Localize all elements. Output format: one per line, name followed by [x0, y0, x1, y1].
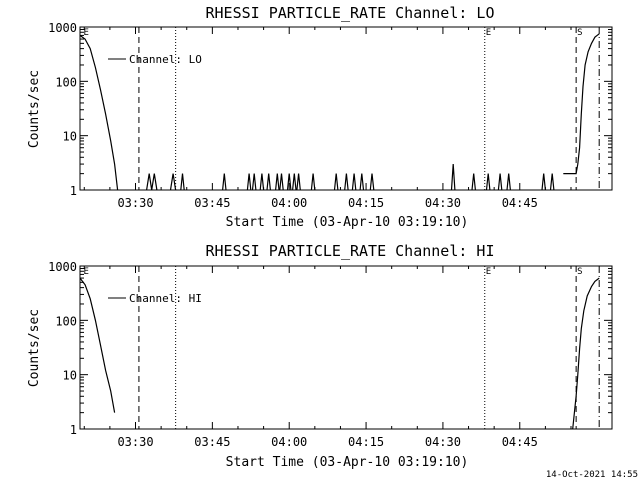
- x-tick-label: 03:30: [117, 196, 153, 210]
- series-line: [259, 173, 265, 191]
- x-tick-label: 04:30: [425, 435, 461, 449]
- series-line: [333, 173, 339, 191]
- time-marker-label: E: [486, 28, 491, 38]
- series-line: [251, 173, 257, 191]
- time-marker-label: E: [486, 267, 491, 277]
- series-line: [246, 173, 252, 191]
- series-line: [79, 277, 116, 413]
- y-axis-label: Counts/sec: [27, 70, 42, 148]
- series-line: [296, 173, 301, 191]
- y-tick-label: 1: [70, 184, 77, 198]
- time-marker-label: E: [84, 28, 89, 38]
- panel-lo: RHESSI PARTICLE_RATE Channel: LO Counts/…: [27, 4, 613, 230]
- series-line: [485, 173, 491, 191]
- y-tick-label: 100: [55, 314, 77, 328]
- y-tick-label: 10: [63, 130, 77, 144]
- x-tick-label: 04:15: [348, 435, 384, 449]
- legend-entry: Channel: HI: [129, 292, 202, 305]
- series-line: [344, 173, 349, 191]
- series-line: [169, 173, 177, 191]
- chart-title: RHESSI PARTICLE_RATE Channel: HI: [206, 242, 495, 260]
- series-line: [541, 173, 546, 191]
- x-tick-label: 04:00: [271, 435, 307, 449]
- series-line: [572, 277, 600, 430]
- x-axis-label: Start Time (03-Apr-10 03:19:10): [226, 455, 469, 470]
- series-line: [275, 173, 280, 191]
- series-line: [292, 173, 297, 191]
- legend-entry: Channel: LO: [129, 53, 202, 66]
- plot-frame: [79, 26, 613, 191]
- series-line: [180, 173, 185, 191]
- time-marker-label: S: [577, 28, 582, 38]
- y-axis-label: Counts/sec: [27, 309, 42, 387]
- series-line: [549, 173, 555, 191]
- series-line: [222, 173, 227, 191]
- plot-frame: [79, 265, 613, 430]
- time-marker-label: E: [84, 267, 89, 277]
- x-tick-label: 03:30: [117, 435, 153, 449]
- series-line: [286, 173, 292, 191]
- y-tick-label: 1: [70, 423, 77, 437]
- x-tick-label: 04:00: [271, 196, 307, 210]
- series-line: [359, 173, 365, 191]
- x-tick-label: 04:30: [425, 196, 461, 210]
- chart-title: RHESSI PARTICLE_RATE Channel: LO: [206, 4, 495, 22]
- x-tick-label: 03:45: [194, 435, 230, 449]
- series-line: [310, 173, 316, 191]
- x-tick-label: 04:45: [502, 435, 538, 449]
- x-tick-label: 03:45: [194, 196, 230, 210]
- x-axis-label: Start Time (03-Apr-10 03:19:10): [226, 215, 469, 230]
- x-tick-label: 04:15: [348, 196, 384, 210]
- footer-timestamp: 14-Oct-2021 14:55: [546, 470, 638, 480]
- series-line: [506, 173, 511, 191]
- y-tick-label: 1000: [48, 21, 77, 35]
- series-line: [471, 173, 476, 191]
- x-tick-label: 04:45: [502, 196, 538, 210]
- series-line: [369, 173, 375, 191]
- y-tick-label: 1000: [48, 260, 77, 274]
- panel-hi: RHESSI PARTICLE_RATE Channel: HI Counts/…: [27, 242, 613, 470]
- series-line: [279, 173, 284, 191]
- series-line: [146, 173, 158, 191]
- time-marker-label: S: [577, 267, 582, 277]
- y-tick-label: 100: [55, 75, 77, 89]
- series-line: [266, 173, 271, 191]
- series-line: [79, 34, 119, 191]
- y-tick-label: 10: [63, 369, 77, 383]
- series-line: [497, 173, 503, 191]
- series-line: [351, 173, 357, 191]
- series-line: [450, 164, 456, 191]
- series-line: [563, 33, 600, 175]
